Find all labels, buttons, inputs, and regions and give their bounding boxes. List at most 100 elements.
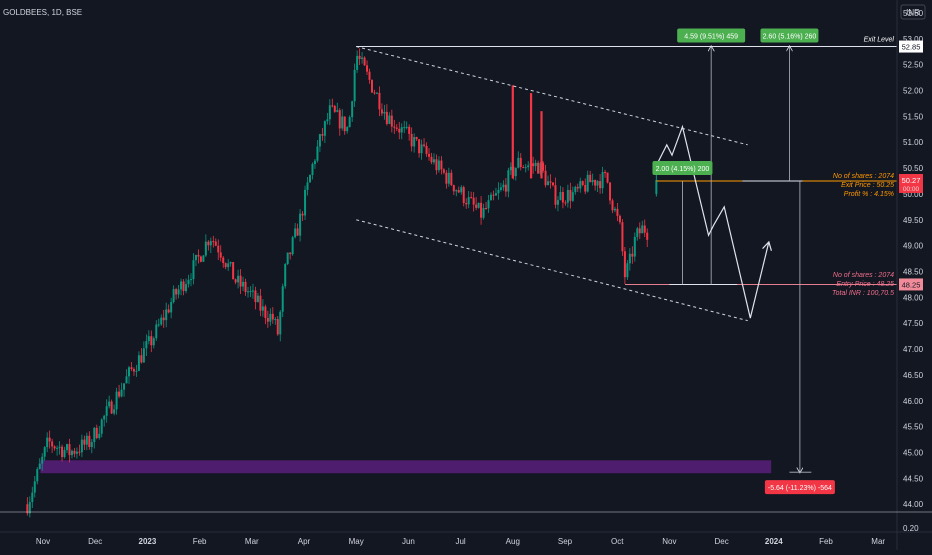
candle-body [609,182,612,201]
candle-body [494,193,497,196]
candle-body [445,172,448,184]
candle-body [430,156,433,163]
candle-body [284,263,287,287]
candle-body [93,427,96,443]
candle-body [450,172,453,186]
candle-body [383,111,386,114]
candle-body [165,309,168,321]
y-tick-label: 45.00 [903,449,924,458]
candle-body [41,456,44,464]
spike-candle [511,85,514,179]
candle-body [455,190,458,192]
price-tag [899,278,923,291]
candle-body [470,197,473,199]
spike-candle [540,111,543,179]
candle-body [497,189,500,194]
candle-body [31,492,34,503]
candle-body [524,167,527,169]
candle-body [78,451,81,453]
candle-body [251,290,254,292]
y-tick-label: 53.50 [903,9,924,18]
candle-body [437,160,440,171]
candle-body [140,355,143,363]
candle-body [514,167,517,177]
candle-body [504,184,507,192]
candle-body [239,275,242,287]
x-tick-label: 2023 [139,537,157,546]
candle-body [157,324,160,326]
x-tick-label: May [349,537,364,546]
candle-body [204,241,207,256]
candle-body [604,172,607,174]
exit-block-line: Exit Price : 50.25 [841,182,894,189]
candle-body [544,170,547,186]
candle-body [48,437,51,442]
candle-body [155,324,158,339]
candle-body [274,319,277,321]
candle-body [482,207,485,218]
candle-body [192,260,195,280]
candle-body [343,116,346,132]
candle-body [56,447,59,449]
candle-body [356,55,359,70]
candle-body [75,451,78,454]
candle-body [182,281,185,292]
candle-body [413,137,416,147]
candle-body [425,145,428,154]
x-tick-label: Feb [193,537,207,546]
candle-body [28,502,31,514]
entry-block-line: Total INR : 100,70.5 [832,290,894,297]
channel-upper-line [356,46,748,146]
x-tick-label: 2024 [765,537,783,546]
candle-body [309,175,312,183]
candle-body [428,153,431,157]
candle-body [527,165,530,168]
projection-path [655,124,768,319]
candle-body [390,115,393,127]
price-tag-label: 52.85 [902,43,921,52]
candle-body [301,213,304,216]
candle-body [472,197,475,205]
candle-body [323,121,326,136]
candle-body [38,463,41,470]
candle-body [113,409,116,414]
candle-body [185,284,188,292]
candle-body [388,115,391,124]
candle-body [594,179,597,186]
exit-block-line: No of shares : 2074 [833,173,894,180]
candle-body [247,291,250,293]
y-tick-label: 47.00 [903,345,924,354]
y-tick-label: 51.50 [903,112,924,121]
currency-button[interactable]: INR [900,4,926,20]
candle-body [152,338,155,346]
measure-label: 2.00 (4.15%) 200 [656,166,710,173]
candle-body [410,133,413,147]
candle-body [316,146,319,161]
candle-body [420,144,423,154]
candle-body [80,439,83,453]
channel-lower-line [356,219,748,322]
candle-body [447,172,450,184]
candle-body [162,317,165,321]
candle-body [224,263,227,268]
candle-body [623,251,626,278]
candle-body [517,157,520,168]
candle-body [132,369,135,372]
candle-body [507,170,510,192]
candle-body [475,204,478,208]
exit-block-line: Profit % : 4.15% [844,191,894,198]
candle-body [170,302,173,313]
candle-body [26,504,29,514]
candle-body [207,241,210,246]
candle-body [338,110,341,129]
x-tick-label: Dec [88,537,102,546]
candle-body [613,208,616,211]
candle-body [633,236,636,257]
candle-body [502,184,505,188]
candle-body [480,202,483,218]
candle-body [68,444,71,456]
candle-body [142,348,145,363]
candle-body [222,257,225,264]
